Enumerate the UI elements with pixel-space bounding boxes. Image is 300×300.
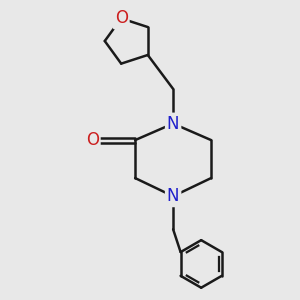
Text: O: O	[86, 131, 99, 149]
Text: O: O	[115, 9, 128, 27]
Text: N: N	[167, 187, 179, 205]
Text: N: N	[167, 115, 179, 133]
